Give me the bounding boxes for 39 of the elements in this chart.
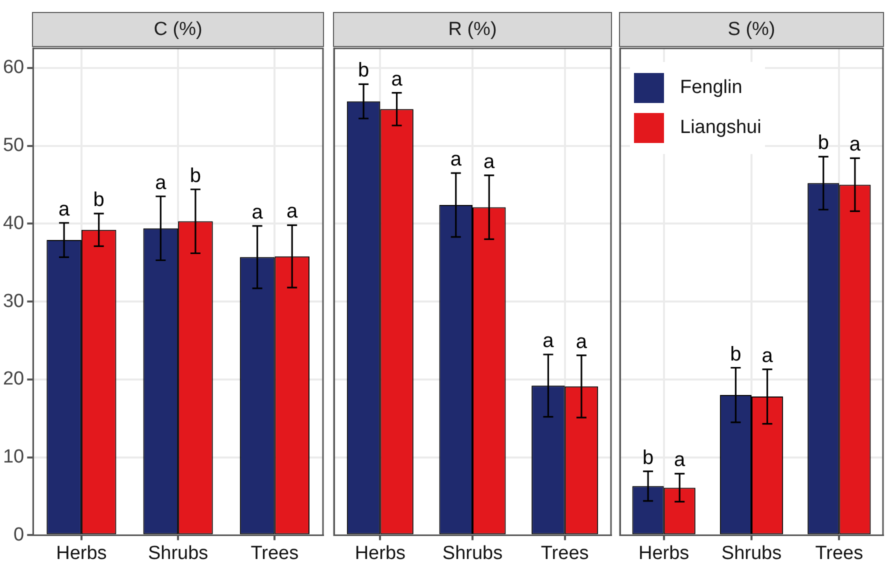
data-label: a xyxy=(155,171,168,194)
data-label: b xyxy=(642,446,654,468)
data-label: a xyxy=(58,198,70,220)
y-tick-label: 10 xyxy=(2,446,24,468)
data-label: a xyxy=(576,330,588,352)
y-tick-label: 30 xyxy=(2,290,24,312)
data-label: a xyxy=(450,148,462,170)
y-tick-label: 0 xyxy=(14,524,24,546)
data-label: a xyxy=(286,200,299,222)
data-label: b xyxy=(93,188,104,211)
x-tick-label: Herbs xyxy=(354,542,406,564)
y-tick-label: 40 xyxy=(2,212,24,234)
data-label: b xyxy=(818,132,829,154)
x-tick-label: Herbs xyxy=(638,542,690,564)
data-label: a xyxy=(762,344,774,366)
chart-title: R (%) xyxy=(333,12,612,47)
data-label: a xyxy=(849,133,862,156)
legend-label: Fenglin xyxy=(680,77,742,99)
data-label: b xyxy=(358,59,370,82)
x-tick-label: Trees xyxy=(250,542,299,564)
x-tick-label: Shrubs xyxy=(721,542,782,564)
data-label: b xyxy=(730,342,742,365)
y-tick-label: 60 xyxy=(2,56,24,78)
data-label: a xyxy=(674,448,686,471)
chart-title: C (%) xyxy=(32,12,324,47)
data-label: a xyxy=(391,68,404,90)
data-label: a xyxy=(252,201,264,224)
data-label: a xyxy=(484,150,496,172)
y-tick-label: 50 xyxy=(2,134,24,156)
legend-label: Liangshui xyxy=(680,117,762,139)
data-label: a xyxy=(542,330,555,352)
data-label: b xyxy=(190,164,202,186)
x-tick-label: Shrubs xyxy=(148,542,208,564)
chart-title: S (%) xyxy=(619,12,884,47)
x-tick-label: Trees xyxy=(540,542,589,564)
x-tick-label: Herbs xyxy=(56,542,107,564)
y-tick-label: 20 xyxy=(2,368,24,390)
x-tick-label: Trees xyxy=(815,542,864,564)
x-tick-label: Shrubs xyxy=(442,542,503,564)
